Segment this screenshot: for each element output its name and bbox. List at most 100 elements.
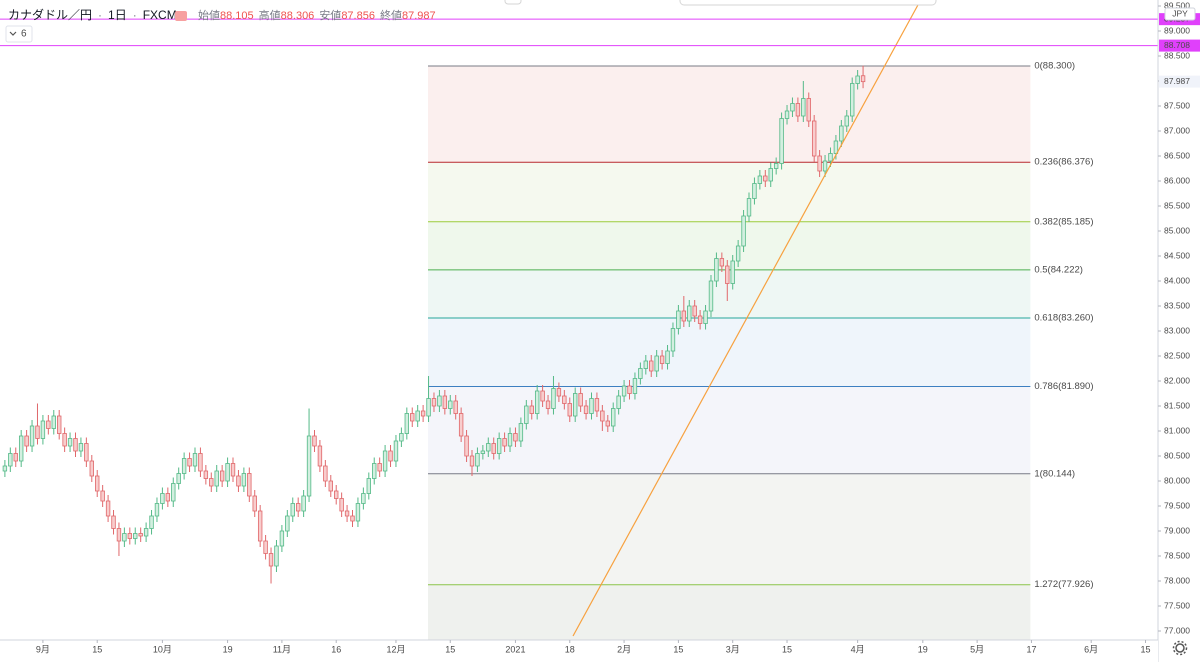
candle-body — [306, 435, 312, 497]
candle-body — [382, 450, 388, 472]
plot-area: 0(88.300) 0.236(86.376) 0.382(85.185) 0.5(8… — [0, 4, 1158, 640]
candle-body — [317, 445, 323, 467]
x-tick-label: 10月 — [153, 644, 172, 654]
y-tick-label: 81.500 — [1164, 400, 1190, 410]
candle-body — [35, 425, 40, 439]
candle-body — [187, 458, 192, 467]
candle-body — [502, 438, 507, 447]
price-axis-bg — [1158, 0, 1200, 662]
candle-body — [361, 493, 366, 504]
candle-body — [105, 500, 111, 517]
candle-body — [844, 115, 849, 127]
candle-body — [388, 450, 393, 462]
chart-header: カナダドル／円 · 1日 · FXCM — [8, 7, 177, 22]
gear[interactable] — [1175, 643, 1185, 653]
overlay: 87.98789.23788.708JPY9月1510月1911月1612月15… — [36, 7, 1200, 654]
candle-body — [127, 533, 133, 539]
candle-body — [583, 405, 589, 414]
candle-body — [372, 463, 377, 479]
candle-body — [719, 258, 725, 267]
candle-body — [670, 328, 676, 352]
y-tick-label: 80.000 — [1164, 475, 1190, 485]
candle-body — [241, 473, 247, 487]
ohlc-value: 87.987 — [402, 10, 436, 22]
candle-body — [551, 388, 556, 409]
candle-body — [496, 438, 502, 454]
candle-body — [437, 395, 442, 407]
candle-body — [681, 310, 687, 322]
y-tick-label: 83.500 — [1164, 300, 1190, 310]
candle-body — [654, 355, 659, 372]
candle-body — [529, 405, 534, 414]
candle-body — [198, 453, 203, 472]
candle-body — [594, 398, 600, 412]
candle-body — [605, 420, 610, 427]
candle-body — [649, 360, 654, 372]
toolbar-stub — [504, 0, 522, 5]
candle-body — [410, 413, 415, 422]
candle-body — [735, 245, 741, 262]
y-tick-label: 80.500 — [1164, 450, 1190, 460]
candle-body — [638, 368, 643, 379]
candle-body — [659, 355, 665, 364]
gear-teeth[interactable] — [1172, 640, 1188, 656]
candle-body — [611, 408, 616, 427]
candle-body — [203, 470, 209, 479]
x-tick-label: 3月 — [726, 644, 740, 654]
fib-band — [428, 473, 1031, 585]
x-tick-label: 15 — [782, 644, 792, 654]
ohlc-label: 終値 — [380, 8, 402, 22]
x-tick-label: 12月 — [386, 644, 405, 654]
candle-body — [621, 385, 627, 397]
candle-body — [773, 163, 779, 169]
candle-body — [692, 305, 697, 317]
candle-body — [257, 510, 263, 542]
y-tick-label: 77.000 — [1164, 625, 1190, 635]
candle-body — [464, 435, 469, 457]
fib-label: 0.382(85.185) — [1034, 216, 1093, 227]
candle-body — [57, 415, 62, 434]
candle-body — [676, 310, 681, 329]
indicator-toggle[interactable] — [5, 25, 33, 43]
settings-icon[interactable] — [1172, 640, 1188, 656]
candle-body — [540, 390, 545, 402]
status-icon — [175, 11, 187, 21]
candle-body — [225, 463, 230, 482]
candle-body — [122, 533, 127, 542]
y-tick-label: 77.500 — [1164, 600, 1190, 610]
candle-body — [513, 433, 518, 442]
fib-band — [428, 162, 1031, 222]
x-tick-label: 2月 — [617, 644, 631, 654]
candle-body — [518, 423, 524, 442]
candle-body — [252, 495, 257, 512]
fib-label: 1.272(77.926) — [1034, 579, 1093, 590]
candle-body — [475, 453, 480, 467]
candle-body — [149, 515, 154, 529]
candle-body — [469, 455, 475, 467]
candle-body — [350, 515, 355, 522]
candle-body — [236, 475, 241, 487]
candle-body — [757, 175, 763, 184]
candle-body — [784, 110, 790, 119]
candle-body — [51, 415, 56, 429]
candle-body — [285, 515, 290, 532]
candle-body — [714, 258, 719, 282]
candle-body — [181, 458, 187, 474]
candle-body — [339, 498, 344, 512]
candle-body — [524, 405, 529, 424]
line-price-label: 88.708 — [1164, 40, 1190, 50]
candle-body — [763, 175, 768, 182]
candle-body — [752, 183, 757, 199]
candle-body — [697, 315, 703, 324]
candle-body — [573, 393, 578, 417]
ohlc-value: 87.856 — [341, 10, 375, 22]
candle-body — [192, 453, 198, 467]
candle-body — [589, 398, 594, 414]
x-tick-label: 6月 — [1084, 644, 1098, 654]
candle-body — [850, 83, 855, 117]
y-tick-label: 87.000 — [1164, 125, 1190, 135]
candle-body — [89, 460, 94, 477]
candle-body — [420, 410, 426, 417]
candle-body — [2, 465, 8, 472]
candle-body — [219, 470, 225, 482]
